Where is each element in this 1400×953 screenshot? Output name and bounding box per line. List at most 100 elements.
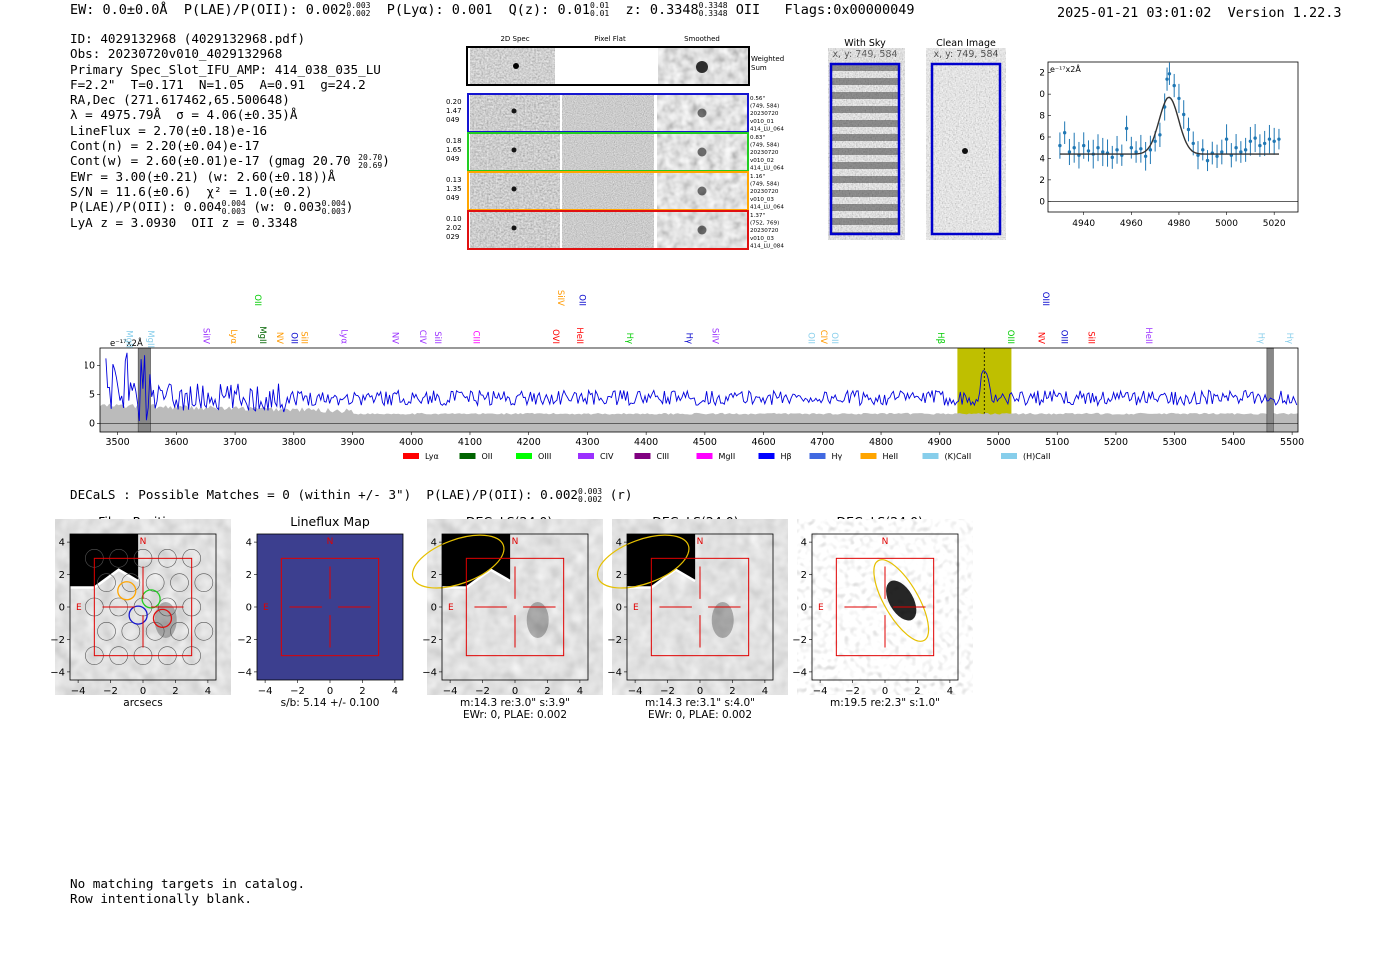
info-lambda: λ = 4975.79Å σ = 4.06(±0.35)Å [70,107,298,123]
legend-label: Hγ [832,452,843,461]
line-fit-chart: 4940 4960 4980 5000 5020 0 2 4 6 8 10 12 e⁻¹⁷x2Å [1040,61,1299,229]
cutout-meta: 0.83" [750,135,765,141]
imaging-panel: Fiber Positions N E −4 −4 −2 −2 0 0 2 2 4 4 arcsecs [50,514,217,709]
panel-ytick-label: 4 [59,538,65,549]
fit-data-point [1143,154,1148,158]
cutout-meta: (749, 584) [750,104,779,110]
ew-value: EW: 0.0±0.0Å [70,2,168,18]
spectrum-line [105,352,1298,422]
panel-xtick-label: −4 [443,686,458,697]
fit-data-point [1153,139,1157,143]
cutout-value: 049 [446,155,459,163]
fit-data-point [1182,112,1186,117]
spectrum-xtick-label: 4300 [575,437,599,448]
legend-swatch [860,453,877,459]
plae-value: P(LAE)/P(OII): 0.002 [183,2,347,18]
fit-data-point [1058,143,1062,148]
info-contw: Cont(w) = 2.60(±0.01)e-17 (gmag 20.70 20… [70,152,390,170]
panel-xtick-label: −2 [845,686,860,697]
panel-ytick-label: 4 [616,538,622,549]
detection-info: ID: 4029132968 (4029132968.pdf) Obs: 202… [70,31,390,230]
north-label: N [697,537,704,547]
panel-xtick-label: 4 [205,686,211,697]
fit-data-point [1129,146,1134,150]
panel-ytick-label: 0 [246,603,252,614]
fit-data-point [1115,148,1119,152]
cutout-meta: 414_LU_084 [750,243,784,249]
info-fparams: F=2.2" T=0.171 N=1.05 A=0.91 g=24.2 [70,76,366,92]
emission-line-label: OVI [550,329,560,344]
legend-label: (K)CaII [945,452,972,461]
panel-xtick-label: 0 [697,686,703,697]
cutout-meta: 414_LU_064 [750,126,784,132]
panel-xtick-label: 4 [947,686,953,697]
fit-data-point [1196,153,1200,157]
fit-data-point [1096,146,1100,150]
emission-line-label: SiII [1085,331,1095,344]
spectrum-xtick-label: 3500 [106,437,130,448]
fit-data-point [1243,148,1248,152]
emission-line-label: OIII [1005,330,1015,344]
panel-ytick-label: 2 [801,570,807,581]
clean-image-coords: x, y: 749, 584 [933,49,998,60]
panel-xtick-label: −4 [628,686,643,697]
panel-caption: arcsecs [123,697,162,709]
fit-data-point [1124,126,1129,131]
emission-line-label: HeII [574,327,584,344]
with-sky-title: With Sky [844,38,886,49]
emission-line-label: OII [805,332,815,344]
catalog-footer: No matching targets in catalog. Row inten… [70,876,305,906]
legend-swatch [634,453,651,459]
north-label: N [327,537,334,547]
plae-error: 0.003 0.002 [346,1,371,18]
legend-label: MgII [719,452,736,461]
footer-line1: No matching targets in catalog. [70,876,306,891]
fit-data-point [1172,83,1176,88]
cutout-meta: (749, 584) [750,182,779,188]
panel-caption-2: EWr: 0, PLAE: 0.002 [648,709,752,721]
info-lineflux: LineFlux = 2.70(±0.18)e-16 [70,122,268,138]
legend-swatch [578,453,594,459]
spectrum-ytick-label: 10 [85,360,95,371]
col-pixel-flat: Pixel Flat [594,35,626,43]
fit-data-point [1234,146,1238,150]
info-contn: Cont(n) = 2.20(±0.04)e-17 [70,138,260,154]
spectrum-xtick-label: 5400 [1221,437,1245,448]
panel-ytick-label: −2 [422,635,437,646]
legend-label: CIII [657,452,670,461]
weighted-label: Weighted [751,55,784,63]
panel-ytick-label: 4 [246,538,252,549]
spectrum-xtick-label: 4700 [810,437,834,448]
z-value: z: 0.3348 [625,2,699,18]
emission-line-label: OII [289,332,299,344]
fit-ytick-label: 6 [1040,133,1045,143]
panel-title: DECaLS(24.0) z [837,514,934,529]
panel-xtick-label: −2 [660,686,675,697]
info-primary: Primary Spec_Slot_IFU_AMP: 414_038_035_L… [70,61,381,77]
east-label: E [818,603,824,613]
emission-line-label: Hβ [935,332,945,344]
legend-label: CIV [600,452,614,461]
cutout-value: 1.65 [446,146,462,154]
qz-error: 0.01 0.01 [589,1,610,18]
info-lya-z: LyA z = 3.0930 OII z = 0.3348 [70,214,298,230]
panel-caption: s/b: 5.14 +/- 0.100 [281,697,380,709]
spectrum-xtick-label: 4000 [399,437,423,448]
north-label: N [882,537,889,547]
panel-xtick-label: 4 [762,686,768,697]
fit-data-point [1082,143,1086,148]
spectrum-xtick-label: 4200 [517,437,541,448]
fit-xtick-label: 5000 [1215,219,1238,229]
emission-line-label: Lyα [228,329,238,344]
emission-line-label: SiIV [200,328,210,344]
panel-ytick-label: 2 [431,570,437,581]
emission-line-label: Hγ [1284,333,1294,344]
panel-ytick-label: 0 [801,603,807,614]
fit-xtick-label: 4980 [1167,219,1190,229]
legend-label: OII [482,452,493,461]
east-label: E [263,603,269,613]
imaging-panel: Lineflux Map N E −4 −4 −2 −2 0 0 2 2 4 4 s/b: 5.14 +/… [237,514,404,709]
emission-line-label: CIV [417,330,427,344]
